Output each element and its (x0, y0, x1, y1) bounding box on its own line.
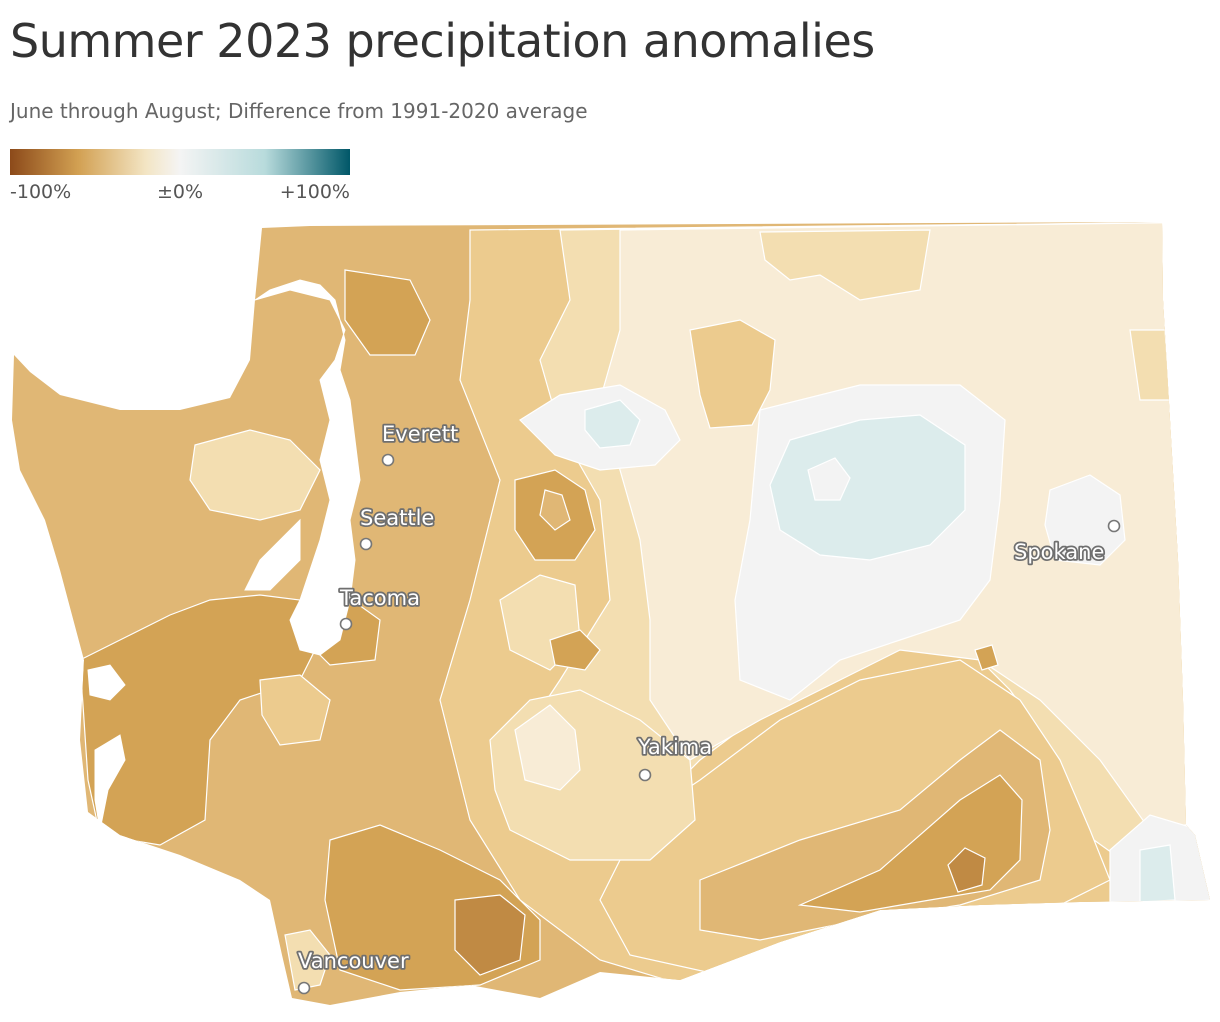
color-legend: -100% ±0% +100% (10, 149, 350, 203)
zone-basin-wet (769, 414, 966, 561)
city-label: Seattle (360, 506, 434, 530)
legend-min-label: -100% (10, 181, 72, 203)
zone-spokane-normal (1044, 474, 1126, 566)
page-title: Summer 2023 precipitation anomalies (10, 14, 875, 68)
city-dot (359, 537, 373, 551)
city-seattle: Seattle (358, 504, 436, 551)
zone-okanogan-dry (689, 319, 776, 429)
zone-yakima-near-normal (514, 704, 581, 791)
city-vancouver: Vancouver (296, 947, 411, 995)
legend-mid-label: ±0% (156, 181, 204, 203)
city-markers: Everett Seattle Tacoma Spokane Yakima Va… (296, 420, 1121, 995)
zone-chelan-wet (584, 399, 641, 449)
anomaly-contours (12, 222, 1210, 1005)
zone-tri-cities-very-dry (947, 847, 986, 893)
zone-glacier-peak-core (539, 489, 571, 531)
zone-chehalis-moderate (259, 674, 331, 746)
zone-north-border-light (759, 229, 931, 301)
zone-small-dry-patch (974, 644, 999, 671)
zone-sw-very-dry (454, 894, 526, 976)
city-dot (297, 981, 311, 995)
washington-anomaly-map: Everett Seattle Tacoma Spokane Yakima Va… (12, 222, 1210, 1005)
page-subtitle: June through August; Difference from 199… (10, 99, 588, 123)
city-dot (638, 768, 652, 782)
city-tacoma: Tacoma (337, 584, 422, 631)
zone-cascades-dry-patch (549, 629, 601, 671)
city-dot (1107, 519, 1121, 533)
city-label: Yakima (637, 735, 712, 759)
legend-color-ramp (10, 149, 350, 175)
city-label: Everett (382, 422, 458, 446)
city-label: Spokane (1014, 540, 1104, 564)
zone-vancouver-light (284, 929, 331, 991)
zone-basin-inner (807, 457, 851, 501)
legend-max-label: +100% (279, 181, 350, 203)
city-yakima: Yakima (635, 733, 714, 782)
city-label: Tacoma (339, 586, 420, 610)
puget-sound-water (254, 279, 361, 656)
city-dot (339, 617, 353, 631)
grays-harbor-water (87, 664, 126, 701)
hood-canal-water (244, 518, 301, 591)
zone-olympics-light (189, 429, 321, 521)
city-label: Vancouver (298, 949, 409, 973)
zone-north-cascades-dry (344, 269, 431, 356)
city-everett: Everett (380, 420, 460, 467)
willapa-bay-water (94, 734, 126, 831)
water-bodies (87, 279, 361, 831)
city-dot (381, 453, 395, 467)
zone-blue-mtns-wet (1139, 844, 1176, 903)
city-spokane: Spokane (1012, 519, 1121, 566)
